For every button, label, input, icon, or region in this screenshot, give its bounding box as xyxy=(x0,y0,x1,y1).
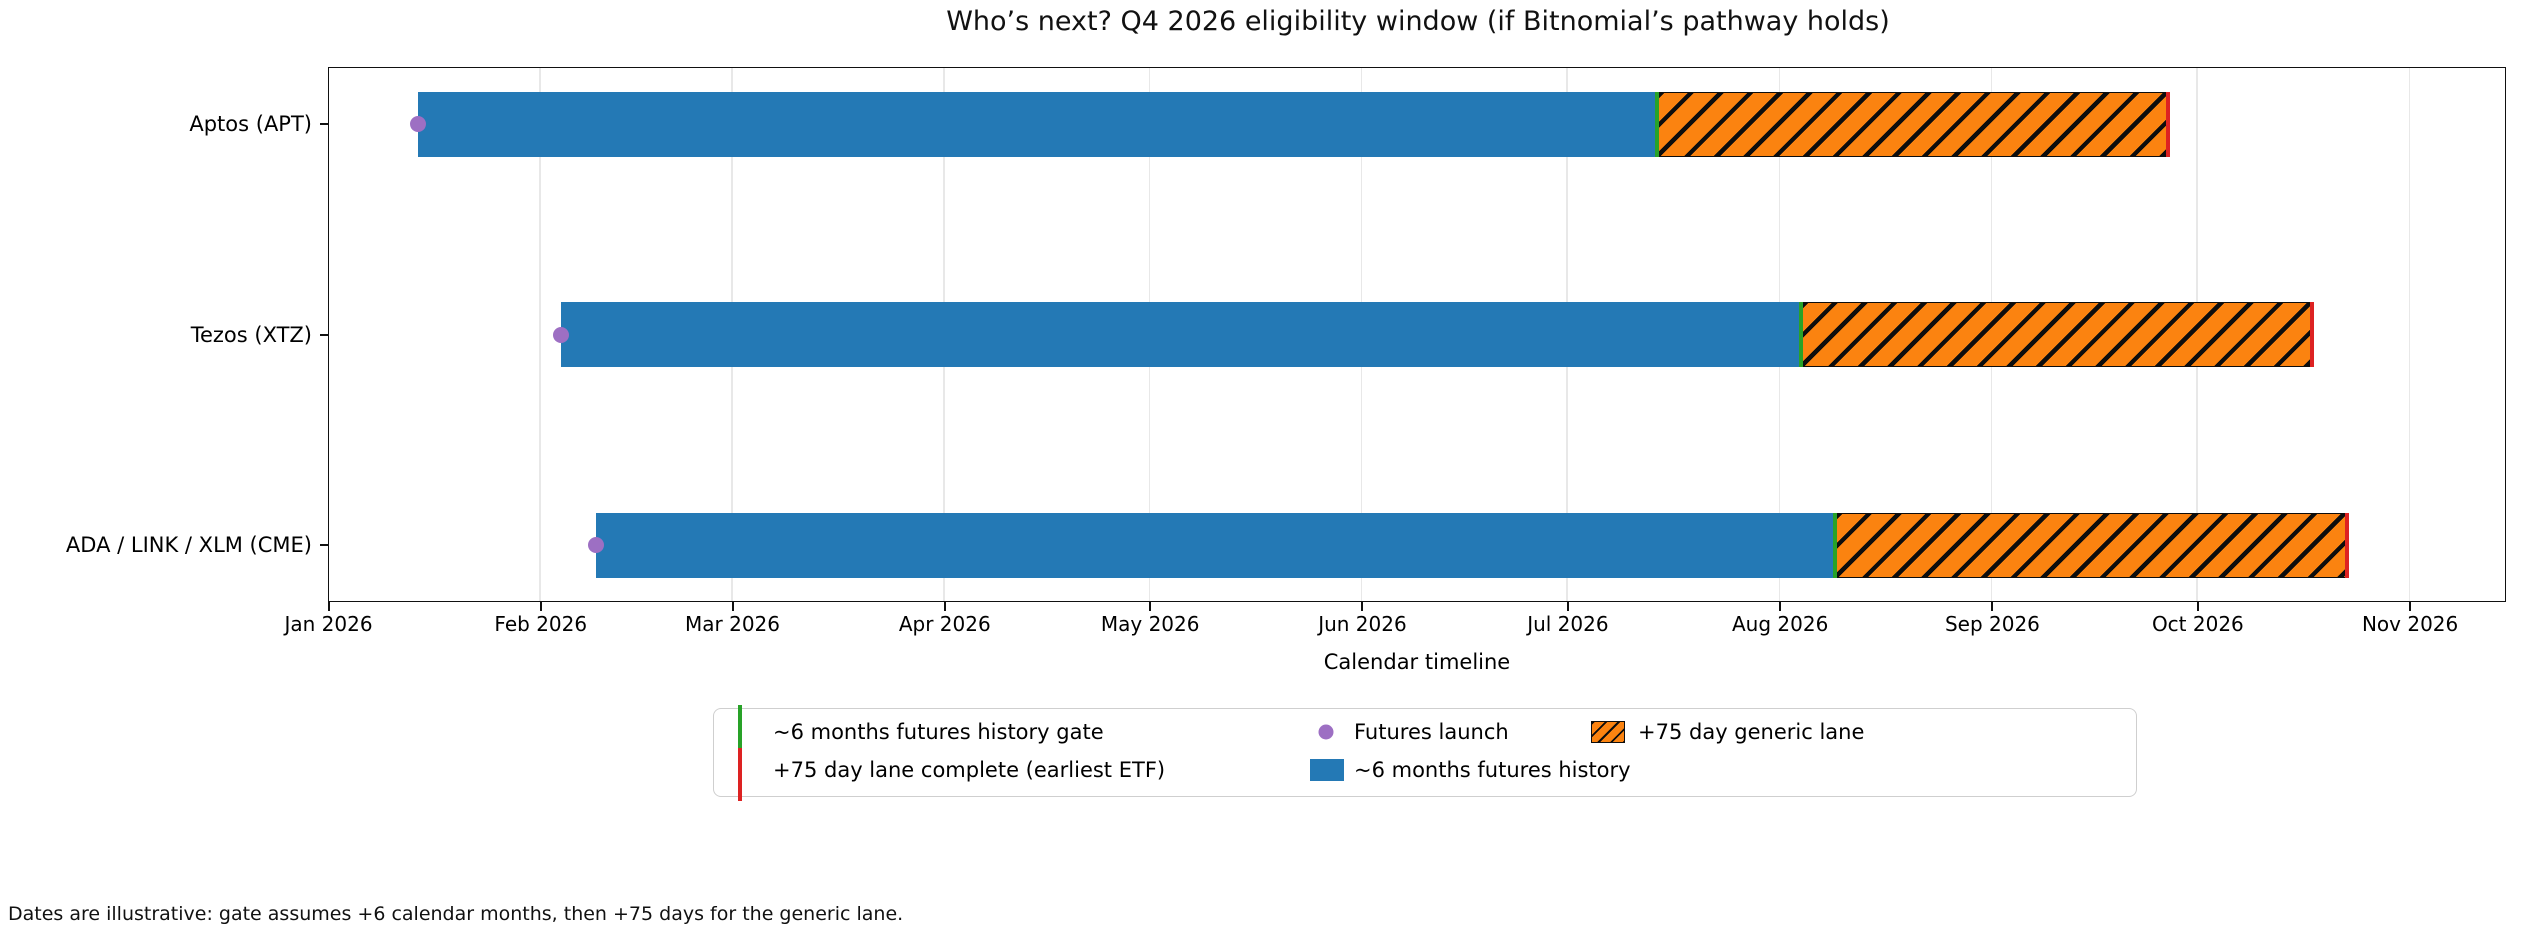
gate-line xyxy=(1832,512,1837,578)
generic-lane-bar xyxy=(1800,302,2315,367)
gate-line-legend-marker xyxy=(738,705,742,748)
x-tick-mark xyxy=(1361,602,1364,611)
x-tick-mark xyxy=(327,602,330,611)
x-tick-mark xyxy=(2409,602,2412,611)
x-tick-mark xyxy=(731,602,734,611)
x-tick-mark xyxy=(2196,602,2199,611)
x-tick-label: Jun 2026 xyxy=(1318,612,1407,636)
x-tick-label: Oct 2026 xyxy=(2151,612,2244,636)
row-label: Tezos (XTZ) xyxy=(190,322,312,347)
x-tick-label: Jan 2026 xyxy=(284,612,373,636)
y-tick-mark xyxy=(320,544,329,546)
row-label: Aptos (APT) xyxy=(189,112,312,136)
futures-launch-dot xyxy=(587,537,604,553)
gate-line xyxy=(1798,302,1803,367)
history-bar xyxy=(595,512,1835,578)
x-tick-label: Jul 2026 xyxy=(1527,612,1609,636)
x-tick-label: Apr 2026 xyxy=(898,612,991,636)
history-bar xyxy=(561,302,1801,367)
x-tick-mark xyxy=(943,602,946,611)
legend-label-lane-complete: +75 day lane complete (earliest ETF) xyxy=(773,758,1166,782)
x-tick-label: Aug 2026 xyxy=(1732,612,1829,636)
month-gridline xyxy=(539,68,541,601)
x-tick-mark xyxy=(1779,602,1782,611)
lane-complete-line-legend-marker xyxy=(738,748,742,801)
legend: ~6 months futures history gate +75 day l… xyxy=(713,705,2137,801)
generic-lane-legend-swatch xyxy=(1591,721,1625,743)
x-tick-mark xyxy=(1149,602,1152,611)
x-tick-mark xyxy=(1566,602,1569,611)
footnote: Dates are illustrative: gate assumes +6 … xyxy=(8,903,904,925)
y-tick-mark xyxy=(320,123,329,125)
x-tick-label: May 2026 xyxy=(1100,612,1200,636)
x-tick-label: Nov 2026 xyxy=(2361,612,2459,636)
lane-complete-line xyxy=(2344,512,2349,578)
chart-title: Who’s next? Q4 2026 eligibility window (… xyxy=(946,6,1890,37)
futures-launch-dot xyxy=(553,326,570,343)
legend-label-gate: ~6 months futures history gate xyxy=(773,720,1104,744)
x-tick-label: Feb 2026 xyxy=(494,612,588,636)
generic-lane-bar xyxy=(1834,512,2349,578)
history-legend-swatch xyxy=(1310,759,1344,781)
gate-line xyxy=(1654,91,1659,157)
row-label: ADA / LINK / XLM (CME) xyxy=(65,533,312,557)
y-tick-mark xyxy=(320,333,329,336)
futures-launch-legend-marker xyxy=(1318,724,1334,740)
legend-label-history: ~6 months futures history xyxy=(1354,758,1631,782)
lane-complete-line xyxy=(2310,302,2315,367)
x-tick-label: Mar 2026 xyxy=(685,612,780,636)
history-bar xyxy=(417,91,1657,157)
futures-launch-dot xyxy=(409,116,426,132)
x-tick-label: Sep 2026 xyxy=(1944,612,2040,636)
x-tick-mark xyxy=(539,602,542,611)
x-tick-mark xyxy=(1991,602,1994,611)
legend-label-generic-lane: +75 day generic lane xyxy=(1638,720,1865,744)
legend-label-futures-launch: Futures launch xyxy=(1354,720,1509,744)
x-axis-label: Calendar timeline xyxy=(1323,650,1511,674)
lane-complete-line xyxy=(2166,91,2171,157)
month-gridline xyxy=(2408,68,2411,601)
generic-lane-bar xyxy=(1656,91,2171,157)
